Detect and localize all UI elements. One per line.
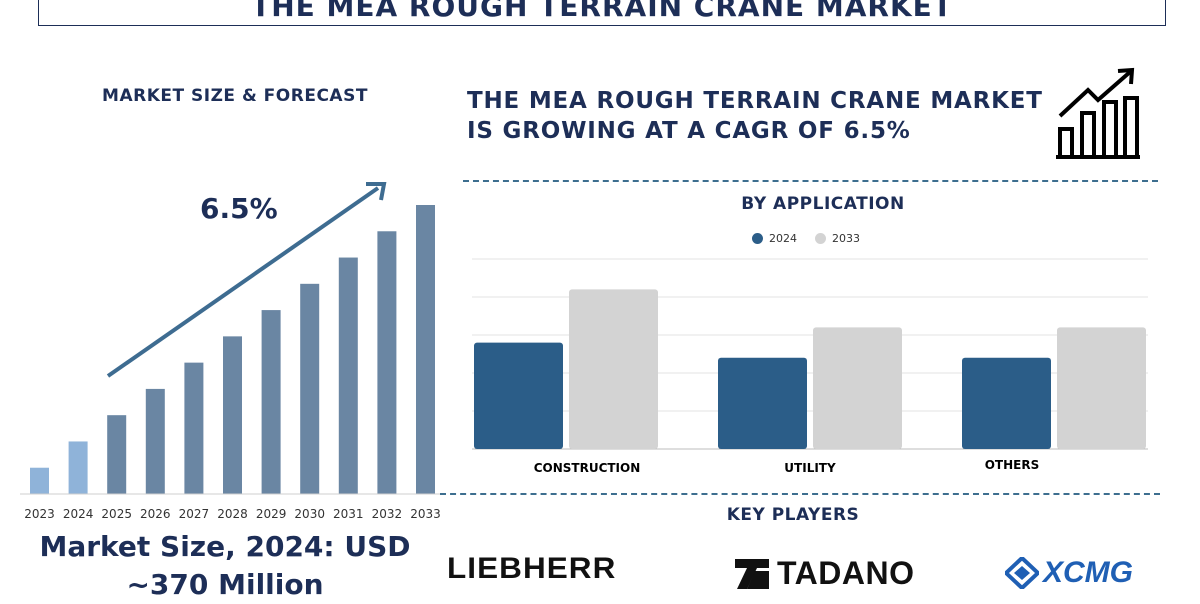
divider-top (463, 180, 1158, 182)
application-bar-2024 (474, 342, 563, 449)
growth-arrow-head (366, 182, 387, 201)
divider-bottom (440, 493, 1160, 495)
forecast-bar (338, 257, 358, 494)
market-size-text: Market Size, 2024: USD ~370 Million (0, 528, 450, 604)
xcmg-logo: XCMG (1005, 556, 1133, 590)
xcmg-logo-icon (1005, 557, 1039, 589)
forecast-tick-label: 2027 (179, 507, 210, 521)
headline-line1: THE MEA ROUGH TERRAIN CRANE MARKET (467, 88, 1043, 114)
forecast-tick-label: 2030 (294, 507, 325, 521)
forecast-heading: MARKET SIZE & FORECAST (102, 86, 368, 106)
category-label-construction: CONSTRUCTION (533, 461, 641, 475)
page-title: THE MEA ROUGH TERRAIN CRANE MARKET (251, 0, 953, 23)
application-bar-2024 (962, 357, 1051, 449)
forecast-tick-label: 2031 (333, 507, 364, 521)
liebherr-logo: LIEBHERR (447, 552, 617, 585)
forecast-tick-label: 2023 (24, 507, 55, 521)
category-label-others: OTHERS (984, 458, 1040, 472)
legend-swatch-2024 (752, 233, 763, 244)
forecast-chart: 2023 2024 2025 2026 2027 2028 2029 2030 2031 2032… (20, 182, 445, 521)
key-players-heading: KEY PLAYERS (726, 505, 860, 525)
forecast-tick-label: 2028 (217, 507, 248, 521)
growth-arrow (106, 186, 380, 378)
forecast-bar (107, 415, 127, 494)
market-size-line2: ~370 Million (126, 568, 324, 601)
headline-line2: IS GROWING AT A CAGR OF 6.5% (467, 118, 911, 144)
forecast-tick-label: 2026 (140, 507, 171, 521)
forecast-bar (68, 441, 88, 494)
title-box: THE MEA ROUGH TERRAIN CRANE MARKET (38, 0, 1166, 26)
market-size-line1: Market Size, 2024: USD (39, 530, 411, 563)
application-bar-2033 (813, 327, 902, 449)
category-label-utility: UTILITY (784, 461, 836, 475)
forecast-bar (416, 205, 435, 494)
forecast-bar (261, 310, 281, 494)
forecast-tick-label: 2032 (372, 507, 403, 521)
forecast-bar (145, 388, 165, 494)
application-bar-2033 (1057, 327, 1146, 449)
forecast-bar (377, 231, 397, 495)
application-legend: 2024 2033 (752, 232, 870, 245)
tadano-wordmark: TADANO (777, 555, 915, 591)
cagr-headline: THE MEA ROUGH TERRAIN CRANE MARKET IS GR… (467, 86, 1067, 146)
forecast-tick-label: 2029 (256, 507, 287, 521)
tadano-logo: TADANO (735, 555, 915, 592)
legend-item-2024: 2024 (752, 232, 797, 245)
forecast-tick-label: 2025 (101, 507, 132, 521)
forecast-bar (300, 283, 320, 494)
forecast-tick-label: 2033 (410, 507, 441, 521)
forecast-bar (30, 467, 49, 494)
legend-label-2024: 2024 (769, 232, 797, 245)
growth-chart-icon (1056, 67, 1140, 159)
xcmg-wordmark: XCMG (1043, 556, 1133, 589)
forecast-tick-label: 2024 (63, 507, 94, 521)
forecast-bar (184, 362, 204, 494)
tadano-logo-icon (735, 558, 769, 589)
application-bar-2033 (569, 289, 658, 449)
application-heading: BY APPLICATION (741, 194, 905, 214)
cagr-annotation: 6.5% (200, 192, 278, 225)
application-bar-2024 (718, 357, 807, 449)
legend-label-2033: 2033 (832, 232, 860, 245)
legend-item-2033: 2033 (815, 232, 860, 245)
forecast-bar (223, 336, 242, 494)
legend-swatch-2033 (815, 233, 826, 244)
